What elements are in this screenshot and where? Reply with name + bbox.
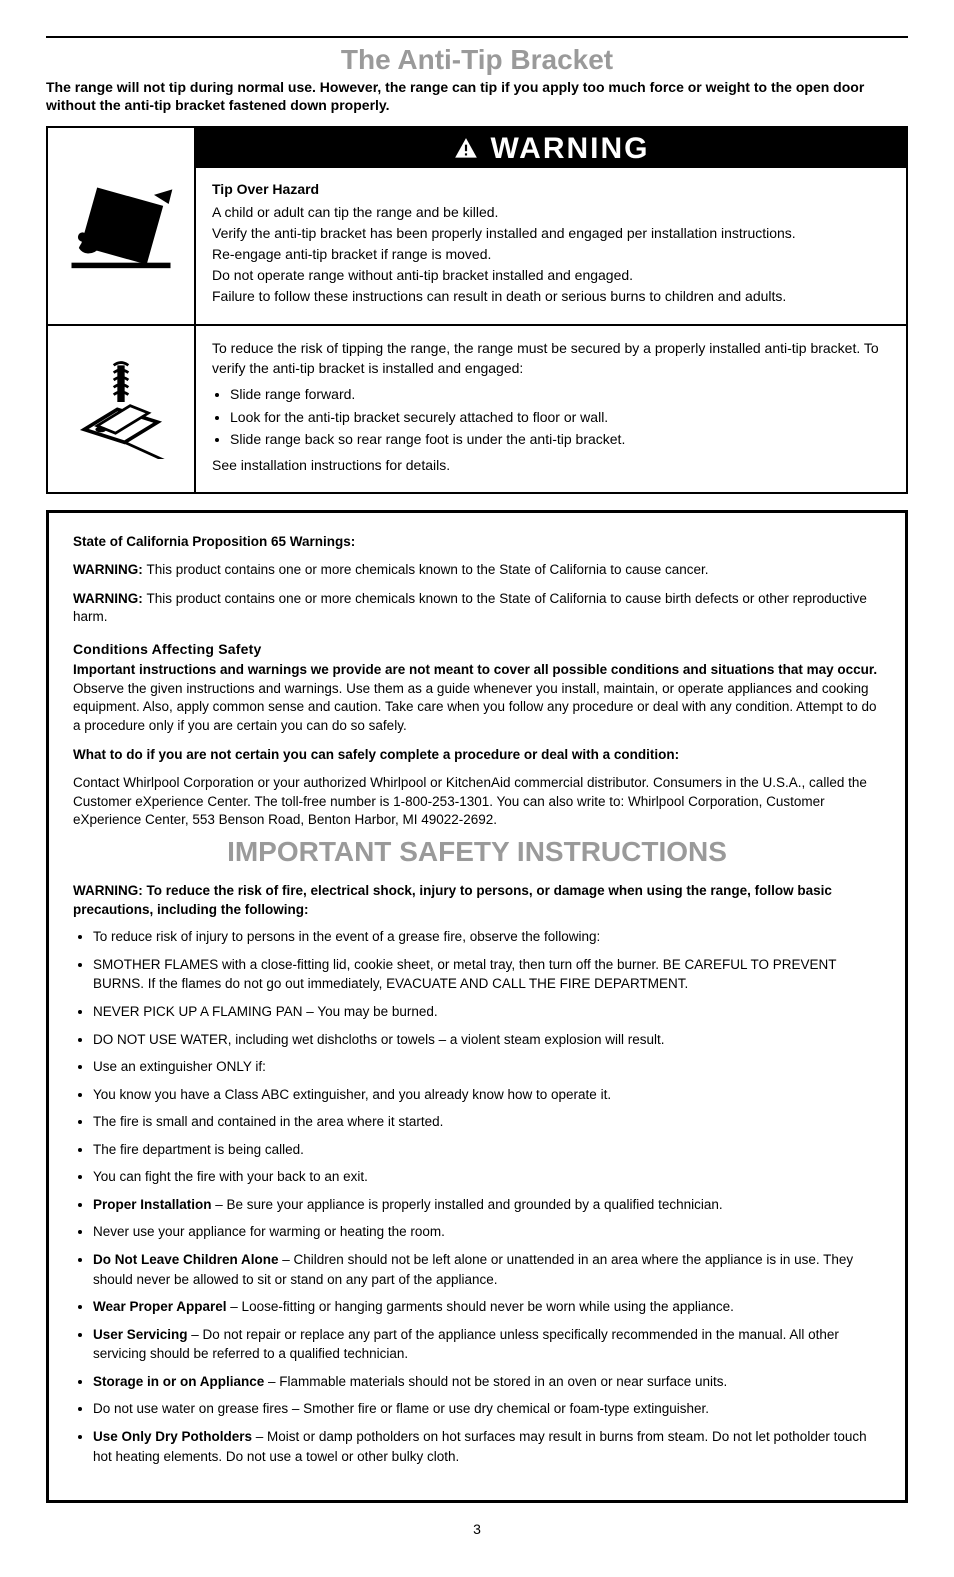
safety-item-text: – Do not repair or replace any part of t…	[93, 1327, 839, 1362]
safety-item-text: Do not use water on grease fires – Smoth…	[93, 1401, 709, 1416]
reduce-check-item: Slide range forward.	[230, 384, 890, 404]
safety-item: Use Only Dry Potholders – Moist or damp …	[93, 1427, 881, 1466]
safety-item-text: NEVER PICK UP A FLAMING PAN – You may be…	[93, 1004, 438, 1019]
safety-lead: WARNING: To reduce the risk of fire, ele…	[73, 882, 881, 919]
safety-item-text: You know you have a Class ABC extinguish…	[93, 1087, 611, 1102]
tip-hazard-line: Do not operate range without anti-tip br…	[212, 266, 890, 285]
conditions-intro-rest: Observe the given instructions and warni…	[73, 681, 876, 733]
safety-item-bold: User Servicing	[93, 1327, 188, 1342]
reduce-check-item: Look for the anti-tip bracket securely a…	[230, 407, 890, 427]
conditions-heading: Conditions Affecting Safety	[73, 641, 881, 657]
safety-item: Do Not Leave Children Alone – Children s…	[93, 1250, 881, 1289]
safety-item: To reduce risk of injury to persons in t…	[93, 927, 881, 947]
what-to-do-body: Contact Whirlpool Corporation or your au…	[73, 774, 881, 830]
safety-item-text: DO NOT USE WATER, including wet dishclot…	[93, 1032, 664, 1047]
safety-item: Do not use water on grease fires – Smoth…	[93, 1399, 881, 1419]
reduce-checks: Slide range forward. Look for the anti-ti…	[230, 384, 890, 449]
safety-item-bold: Storage in or on Appliance	[93, 1374, 264, 1389]
prop65-block: State of California Proposition 65 Warni…	[73, 533, 881, 628]
safety-item-text: Use an extinguisher ONLY if:	[93, 1059, 266, 1074]
tip-hazard-title: Tip Over Hazard	[212, 180, 890, 199]
bracket-icon-cell	[48, 326, 196, 492]
safety-item: The fire is small and contained in the a…	[93, 1112, 881, 1132]
prop65-heading: State of California Proposition 65 Warni…	[73, 534, 355, 549]
safety-item-text: – Loose-fitting or hanging garments shou…	[227, 1299, 734, 1314]
reduce-closing: See installation instructions for detail…	[212, 455, 890, 475]
warning-box: WARNING Tip Over Hazard A child or adult…	[46, 126, 908, 493]
prop65-warn-body-2: This product contains one or more chemic…	[73, 591, 867, 625]
prop65-warn-label-2: WARNING:	[73, 591, 143, 606]
safety-item: Use an extinguisher ONLY if:	[93, 1057, 881, 1077]
safety-item-bold: Do Not Leave Children Alone	[93, 1252, 279, 1267]
safety-item-bold: Use Only Dry Potholders	[93, 1429, 252, 1444]
anti-tip-bracket-icon	[66, 358, 176, 459]
safety-item-text: To reduce risk of injury to persons in t…	[93, 929, 600, 944]
safety-item: DO NOT USE WATER, including wet dishclot…	[93, 1030, 881, 1050]
what-to-do-title: What to do if you are not certain you ca…	[73, 746, 881, 765]
safety-bigbox: State of California Proposition 65 Warni…	[46, 510, 908, 1504]
safety-item: Proper Installation – Be sure your appli…	[93, 1195, 881, 1215]
tip-over-icon	[66, 171, 176, 281]
safety-item-text: Never use your appliance for warming or …	[93, 1224, 445, 1239]
safety-item: You can fight the fire with your back to…	[93, 1167, 881, 1187]
tip-hazard-line: Verify the anti-tip bracket has been pro…	[212, 224, 890, 243]
tip-hazard-line: Re-engage anti-tip bracket if range is m…	[212, 245, 890, 264]
page-number: 3	[46, 1521, 908, 1537]
tip-hazard-line: Failure to follow these instructions can…	[212, 287, 890, 306]
warning-label: WARNING	[491, 132, 650, 166]
top-rule	[46, 36, 908, 38]
safety-item: Wear Proper Apparel – Loose-fitting or h…	[93, 1297, 881, 1317]
warning-body: Tip Over Hazard A child or adult can tip…	[196, 168, 906, 323]
important-safety-title: IMPORTANT SAFETY INSTRUCTIONS	[73, 836, 881, 868]
safety-item-text: SMOTHER FLAMES with a close-fitting lid,…	[93, 957, 836, 992]
safety-item: NEVER PICK UP A FLAMING PAN – You may be…	[93, 1002, 881, 1022]
safety-item: Storage in or on Appliance – Flammable m…	[93, 1372, 881, 1392]
safety-item: The fire department is being called.	[93, 1140, 881, 1160]
safety-item-text: The fire department is being called.	[93, 1142, 304, 1157]
anti-tip-title: The Anti-Tip Bracket	[46, 44, 908, 76]
tip-hazard-lines: A child or adult can tip the range and b…	[212, 203, 890, 305]
tip-hazard-line: A child or adult can tip the range and b…	[212, 203, 890, 222]
safety-item-bold: Wear Proper Apparel	[93, 1299, 227, 1314]
safety-item-text: – Be sure your appliance is properly ins…	[212, 1197, 723, 1212]
conditions-intro-bold: Important instructions and warnings we p…	[73, 662, 877, 677]
safety-item-text: The fire is small and contained in the a…	[93, 1114, 443, 1129]
warning-bar: WARNING	[196, 128, 906, 168]
safety-item-bold: Proper Installation	[93, 1197, 212, 1212]
prop65-warn-body-1: This product contains one or more chemic…	[147, 562, 709, 577]
safety-item-text: You can fight the fire with your back to…	[93, 1169, 368, 1184]
safety-item: You know you have a Class ABC extinguish…	[93, 1085, 881, 1105]
reduce-risk-body: To reduce the risk of tipping the range,…	[196, 326, 906, 492]
safety-item: SMOTHER FLAMES with a close-fitting lid,…	[93, 955, 881, 994]
reduce-check-item: Slide range back so rear range foot is u…	[230, 429, 890, 449]
safety-items: To reduce risk of injury to persons in t…	[93, 927, 881, 1466]
tip-over-icon-cell	[48, 128, 196, 323]
warning-triangle-icon	[453, 136, 479, 162]
prop65-warn-label-1: WARNING:	[73, 562, 143, 577]
safety-item: Never use your appliance for warming or …	[93, 1222, 881, 1242]
anti-tip-intro: The range will not tip during normal use…	[46, 78, 908, 114]
reduce-intro: To reduce the risk of tipping the range,…	[212, 338, 890, 379]
safety-item-text: – Flammable materials should not be stor…	[264, 1374, 727, 1389]
safety-item: User Servicing – Do not repair or replac…	[93, 1325, 881, 1364]
